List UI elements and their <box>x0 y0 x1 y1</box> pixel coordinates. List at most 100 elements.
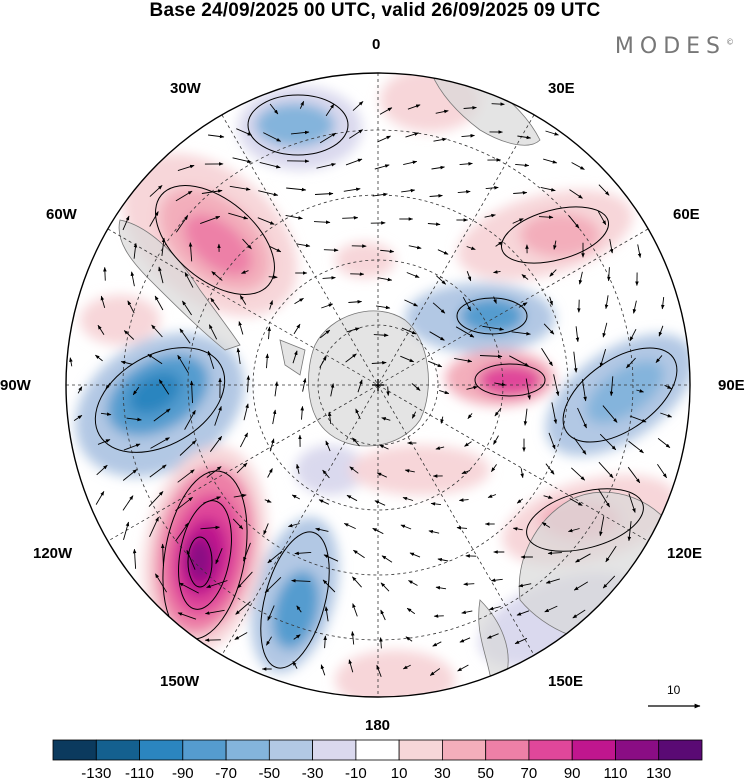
wind-arrow <box>299 100 305 109</box>
wind-arrow <box>657 438 671 448</box>
wind-arrow <box>401 188 416 193</box>
wind-arrow <box>571 162 585 170</box>
wind-arrow <box>491 464 497 472</box>
wind-arrow <box>100 412 112 416</box>
wind-arrow <box>459 637 471 643</box>
wind-arrow <box>461 610 473 615</box>
wind-arrow <box>381 555 393 563</box>
colorbar-swatch <box>52 739 97 761</box>
wind-arrow <box>214 405 222 426</box>
wind-arrow <box>409 552 421 558</box>
wind-arrow <box>599 348 607 368</box>
colorbar-swatch <box>571 739 616 761</box>
wind-arrow <box>315 527 329 532</box>
wind-vectors <box>69 100 673 677</box>
wind-arrow <box>324 606 329 622</box>
colorbar-tick-label: 90 <box>563 765 581 782</box>
wind-arrow <box>73 415 83 421</box>
wind-arrow <box>122 495 134 511</box>
wind-arrow <box>374 500 386 506</box>
colorbar-swatch <box>139 739 184 761</box>
wind-arrow <box>512 527 523 531</box>
wind-arrow <box>100 295 106 309</box>
wind-arrow <box>258 190 279 197</box>
wind-arrow <box>206 466 222 478</box>
wind-arrow <box>538 215 554 219</box>
wind-arrow <box>463 106 477 110</box>
wind-arrow <box>598 488 610 508</box>
wind-arrow <box>509 355 530 367</box>
wind-arrow <box>320 664 326 676</box>
wind-arrow <box>269 245 282 253</box>
wind-arrow <box>371 360 387 365</box>
wind-arrow <box>545 463 555 475</box>
wind-arrow <box>323 248 339 252</box>
wind-arrow <box>626 357 636 369</box>
wind-arrow <box>207 350 215 370</box>
wind-arrow <box>95 491 105 505</box>
anomaly-low <box>255 103 335 147</box>
lon-label-60w: 60W <box>46 206 77 223</box>
wind-arrow <box>158 266 164 284</box>
modes-logo: MODES© <box>615 34 734 59</box>
wind-arrow <box>466 246 476 250</box>
colorbar-tick-label: 70 <box>520 765 538 782</box>
wind-arrow <box>177 354 189 374</box>
wind-arrow <box>461 469 471 475</box>
wind-arrow <box>575 553 591 563</box>
wind-arrow <box>609 376 614 397</box>
wind-arrow <box>203 496 222 504</box>
wind-arrow <box>486 633 499 639</box>
wind-arrow <box>400 355 415 363</box>
colorbar-swatch <box>225 739 270 761</box>
wind-arrow <box>607 267 611 282</box>
wind-arrow <box>547 551 562 555</box>
wind-arrow <box>435 446 445 450</box>
colorbar-tick-label: 30 <box>434 765 451 782</box>
wind-arrow <box>188 242 193 262</box>
wind-arrow <box>346 494 358 502</box>
wind-arrow <box>374 164 390 170</box>
wind-arrow <box>407 104 421 110</box>
lon-label-180: 180 <box>365 717 391 734</box>
wind-arrow <box>408 245 422 250</box>
wind-arrow <box>605 545 617 563</box>
wind-arrow <box>543 495 553 499</box>
wind-arrow <box>657 464 667 479</box>
wind-arrow <box>154 295 164 311</box>
colorbar-tick-label: 130 <box>646 765 672 782</box>
anomaly-low <box>295 445 365 495</box>
wind-arrow <box>485 185 499 190</box>
wind-arrow <box>259 161 281 169</box>
wind-arrow <box>439 389 450 395</box>
streamline <box>500 206 610 264</box>
wind-arrow <box>302 377 307 392</box>
wind-arrow <box>515 163 530 168</box>
wind-arrow <box>599 516 605 537</box>
wind-arrow <box>348 659 354 673</box>
wind-arrow <box>549 296 553 306</box>
wind-arrow <box>322 579 336 593</box>
wind-arrow <box>629 415 647 423</box>
wind-arrow <box>378 277 393 282</box>
wind-arrow <box>428 529 440 534</box>
wind-arrow <box>518 583 532 588</box>
wind-arrow <box>177 612 197 620</box>
wind-arrow <box>272 409 277 425</box>
wind-arrow <box>491 102 505 106</box>
wind-arrow <box>429 668 441 676</box>
wind-arrow <box>521 274 529 280</box>
wind-arrow <box>149 516 159 537</box>
wind-arrow <box>602 575 616 589</box>
wind-arrow <box>179 328 191 344</box>
wind-arrow <box>355 408 361 420</box>
colorbar-swatch <box>485 739 530 761</box>
wind-arrow <box>404 469 415 473</box>
wind-arrow <box>352 603 358 617</box>
wind-arrow <box>543 323 555 335</box>
wind-arrow <box>155 573 167 593</box>
wind-arrow <box>150 437 170 449</box>
anomaly-low <box>129 372 181 414</box>
wind-arrow <box>296 243 311 248</box>
wind-arrow <box>267 468 273 478</box>
